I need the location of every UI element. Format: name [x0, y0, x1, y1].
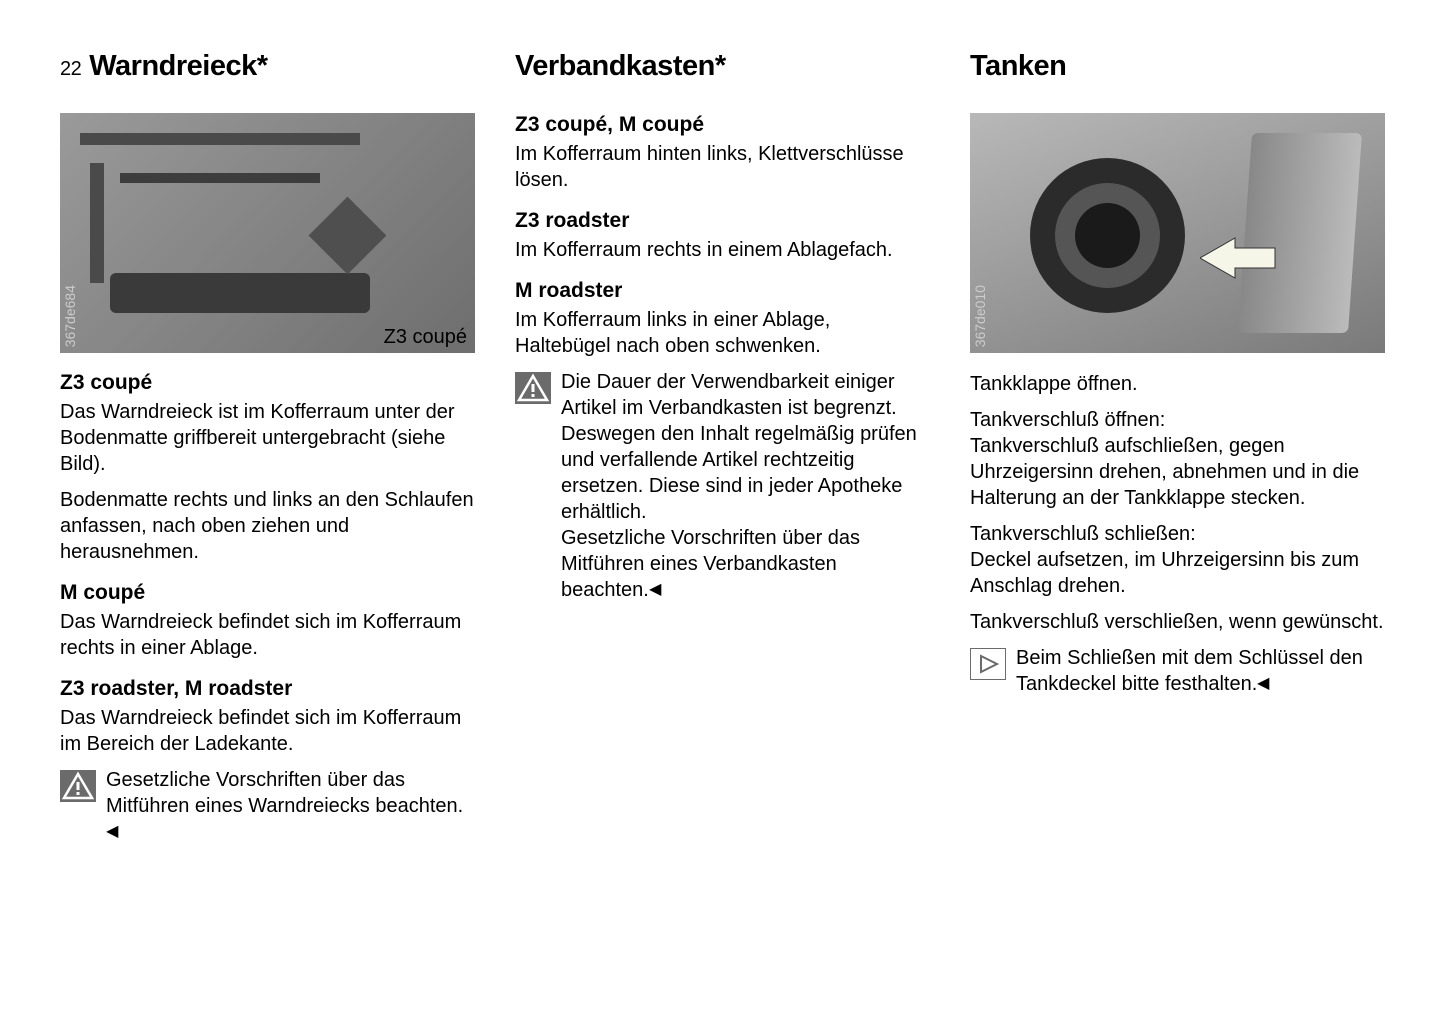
note-text: Die Dauer der Verwendbarkeit einiger Art…	[561, 369, 930, 603]
title-tanken: Tanken	[970, 50, 1385, 83]
note-text: Gesetzliche Vorschriften über das Mitfüh…	[106, 767, 475, 845]
text: Im Kofferraum rechts in einem Ablagefach…	[515, 237, 930, 263]
text: Im Kofferraum hinten links, Klettverschl…	[515, 141, 930, 193]
heading-z3-coupe: Z3 coupé	[60, 371, 475, 395]
text: Im Kofferraum links in einer Ablage, Hal…	[515, 307, 930, 359]
warning-icon	[60, 770, 96, 802]
heading-m-roadster: M roadster	[515, 279, 930, 303]
image-code-2: 367de010	[972, 285, 988, 347]
text: Bodenmatte rechts und links an den Schla…	[60, 487, 475, 565]
text: Tankklappe öffnen.	[970, 371, 1385, 397]
end-mark-icon: ▶	[649, 580, 661, 601]
heading-z3-roadster-2: Z3 roadster	[515, 209, 930, 233]
image-code-1: 367de684	[62, 285, 78, 347]
image-warndreieck: 367de684 Z3 coupé	[60, 113, 475, 353]
title-verbandkasten: Verbandkasten*	[515, 50, 930, 83]
text: Das Warndreieck ist im Kofferraum unter …	[60, 399, 475, 477]
column-warndreieck: 22Warndreieck* 367de684 Z3 coupé Z3 coup…	[60, 50, 475, 845]
title-warndreieck: 22Warndreieck*	[60, 50, 475, 83]
heading-z3-m-coupe: Z3 coupé, M coupé	[515, 113, 930, 137]
column-verbandkasten: Verbandkasten* Z3 coupé, M coupé Im Koff…	[515, 50, 930, 845]
text: Tankverschluß verschließen, wenn gewünsc…	[970, 609, 1385, 635]
page-number: 22	[60, 58, 81, 80]
text: Das Warndreieck befindet sich im Kofferr…	[60, 609, 475, 661]
text: Tankverschluß öffnen: Tankverschluß aufs…	[970, 407, 1385, 511]
heading-m-coupe: M coupé	[60, 581, 475, 605]
text: Tankverschluß schließen: Deckel aufsetze…	[970, 521, 1385, 599]
image-caption-1: Z3 coupé	[384, 326, 467, 349]
tip-note: Beim Schließen mit dem Schlüssel den Tan…	[970, 645, 1385, 697]
tip-icon	[970, 648, 1006, 680]
warning-note-2: Die Dauer der Verwendbarkeit einiger Art…	[515, 369, 930, 603]
arrow-icon	[1200, 233, 1280, 283]
text: Das Warndreieck befindet sich im Kofferr…	[60, 705, 475, 757]
page-content: 22Warndreieck* 367de684 Z3 coupé Z3 coup…	[60, 50, 1385, 845]
end-mark-icon: ▶	[1257, 674, 1269, 695]
image-tanken: 367de010	[970, 113, 1385, 353]
tip-text: Beim Schließen mit dem Schlüssel den Tan…	[1016, 645, 1385, 697]
warning-icon	[515, 372, 551, 404]
end-mark-icon: ▶	[106, 822, 118, 843]
warning-note-1: Gesetzliche Vorschriften über das Mitfüh…	[60, 767, 475, 845]
column-tanken: Tanken 367de010 Tankklappe öffnen. Tankv…	[970, 50, 1385, 845]
heading-z3-roadster: Z3 roadster, M roadster	[60, 677, 475, 701]
